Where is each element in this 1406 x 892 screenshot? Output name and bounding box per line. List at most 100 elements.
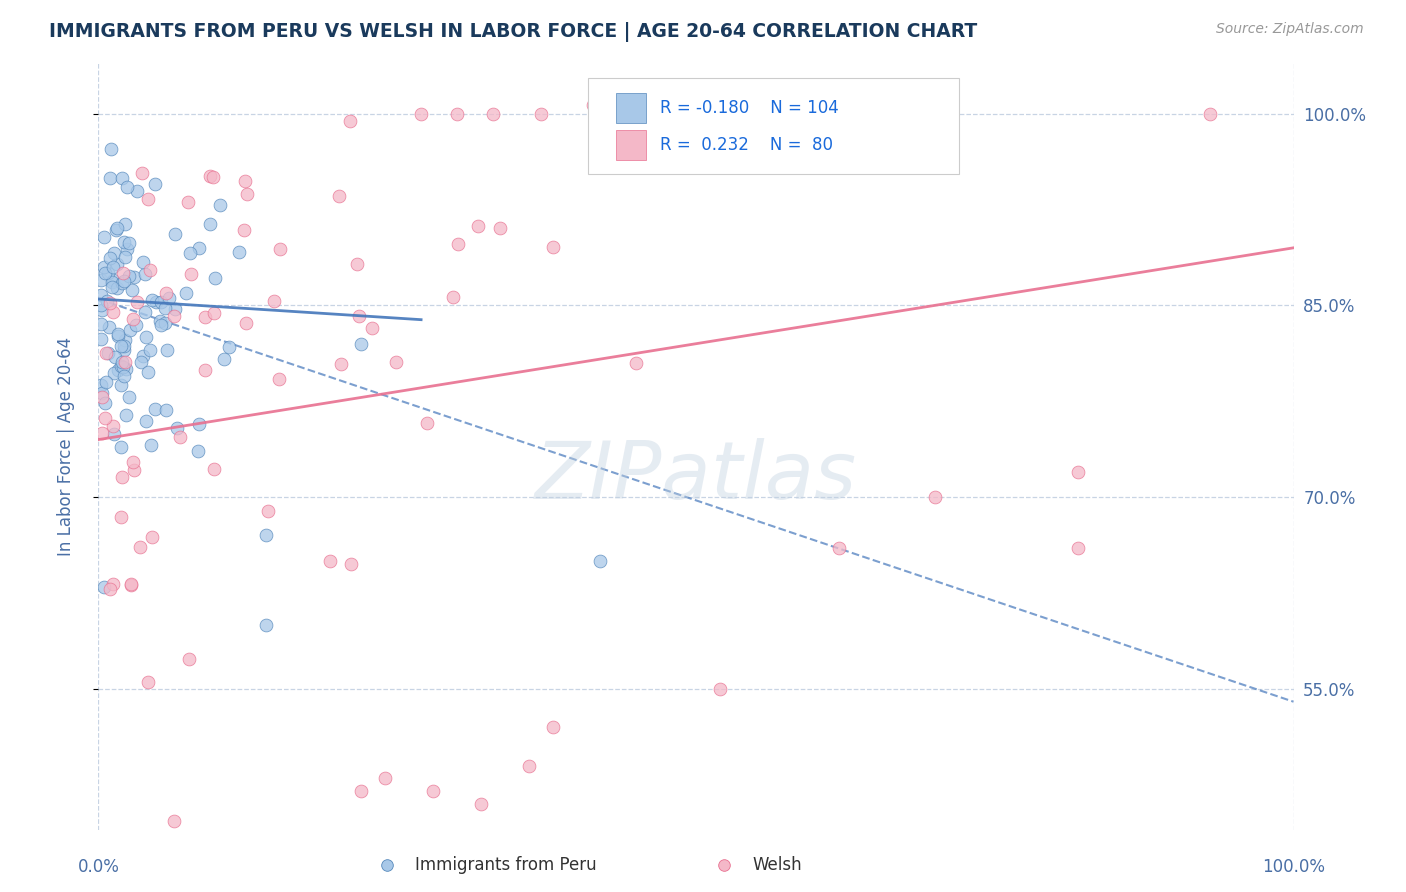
Point <box>112 235 135 249</box>
Point <box>120 577 142 591</box>
Point <box>232 223 254 237</box>
Point <box>186 444 208 458</box>
Point <box>155 403 177 417</box>
Point <box>114 355 136 369</box>
Point <box>228 245 250 260</box>
Point <box>374 772 396 786</box>
Point <box>98 170 122 185</box>
Point <box>254 618 277 632</box>
FancyBboxPatch shape <box>616 93 645 123</box>
Point <box>828 541 851 556</box>
Point <box>194 310 217 325</box>
Point <box>713 858 735 872</box>
Point <box>117 242 139 256</box>
Point <box>1199 106 1222 120</box>
Point <box>112 266 135 280</box>
Point <box>101 577 124 591</box>
Point <box>91 390 114 404</box>
Point <box>115 409 138 423</box>
Point <box>422 784 444 798</box>
Point <box>118 268 141 283</box>
Point <box>202 306 225 320</box>
Point <box>121 283 143 297</box>
Point <box>1067 541 1090 556</box>
Point <box>125 184 148 198</box>
Point <box>105 221 128 235</box>
Text: 100.0%: 100.0% <box>1263 858 1324 876</box>
Point <box>204 271 226 285</box>
Point <box>149 314 172 328</box>
Point <box>143 177 166 191</box>
Point <box>235 316 257 330</box>
Text: 0.0%: 0.0% <box>77 858 120 876</box>
Point <box>385 355 408 369</box>
Point <box>179 246 201 260</box>
Point <box>107 362 129 376</box>
Point <box>94 396 117 410</box>
Point <box>582 98 605 112</box>
Point <box>139 343 162 358</box>
Point <box>101 418 124 433</box>
Point <box>188 417 211 431</box>
Text: Welsh: Welsh <box>752 856 801 874</box>
Point <box>446 106 468 120</box>
Point <box>107 257 129 271</box>
Point <box>163 310 186 324</box>
Point <box>350 336 373 351</box>
Point <box>103 367 125 381</box>
Point <box>218 340 240 354</box>
Point <box>411 106 433 120</box>
Point <box>415 416 437 430</box>
Point <box>194 363 217 377</box>
Text: R =  0.232    N =  80: R = 0.232 N = 80 <box>661 136 834 154</box>
Point <box>489 221 512 235</box>
Point <box>339 113 361 128</box>
Point <box>330 357 353 371</box>
Point <box>110 509 132 524</box>
Point <box>141 293 163 307</box>
Point <box>150 318 173 333</box>
Point <box>93 410 115 425</box>
Point <box>110 378 132 392</box>
Point <box>135 415 157 429</box>
Point <box>94 375 117 389</box>
Point <box>90 287 112 301</box>
Point <box>122 270 145 285</box>
Point <box>132 254 155 268</box>
Point <box>467 219 489 233</box>
Point <box>111 276 134 290</box>
Point <box>447 236 470 251</box>
Text: R = -0.180    N = 104: R = -0.180 N = 104 <box>661 99 839 117</box>
Point <box>179 652 201 666</box>
Point <box>121 455 143 469</box>
Point <box>328 189 350 203</box>
Point <box>103 246 125 260</box>
Point <box>174 285 197 300</box>
Point <box>263 294 285 309</box>
Point <box>149 295 172 310</box>
Point <box>441 290 464 304</box>
Point <box>200 169 222 183</box>
Point <box>114 217 136 231</box>
Point <box>104 350 127 364</box>
Point <box>212 351 235 366</box>
Point <box>93 580 115 594</box>
Point <box>98 320 121 334</box>
Point <box>112 274 135 288</box>
Point <box>125 318 148 333</box>
Point <box>93 230 115 244</box>
Point <box>111 470 134 484</box>
Point <box>98 251 121 265</box>
Point <box>90 302 112 317</box>
Point <box>103 260 125 274</box>
Point <box>589 554 612 568</box>
Y-axis label: In Labor Force | Age 20-64: In Labor Force | Age 20-64 <box>56 336 75 556</box>
Point <box>350 784 373 798</box>
Point <box>90 317 112 331</box>
Point <box>111 170 134 185</box>
Point <box>105 281 128 295</box>
Point <box>100 142 122 156</box>
Point <box>346 257 368 271</box>
Point <box>134 267 156 281</box>
Point <box>165 227 187 241</box>
